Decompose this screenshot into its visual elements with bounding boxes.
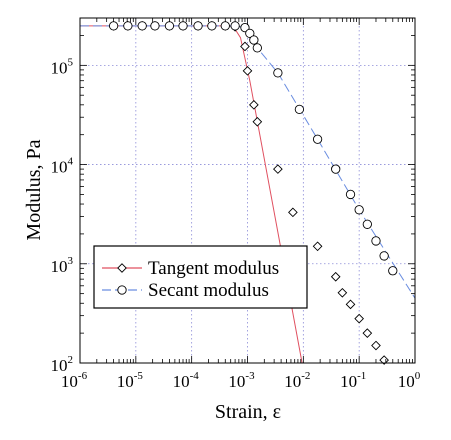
x-tick-label: 10-6 xyxy=(61,370,88,391)
x-tick-label: 10-4 xyxy=(173,370,200,391)
x-tick-label: 100 xyxy=(398,370,421,391)
x-tick-label: 10-3 xyxy=(228,370,255,391)
tangent-point xyxy=(242,66,253,76)
tangent-point xyxy=(288,207,298,218)
data-markers xyxy=(108,21,398,365)
tangent-point xyxy=(362,328,373,338)
secant-point xyxy=(207,21,217,31)
secant-point xyxy=(137,21,147,31)
tangent-point xyxy=(330,271,341,282)
x-tick-label: 10-5 xyxy=(117,370,144,391)
secant-point xyxy=(123,21,133,31)
legend-marker xyxy=(117,263,127,273)
legend-item: Secant modulus xyxy=(102,280,269,301)
tangent-point xyxy=(252,116,263,127)
legend-item: Tangent modulus xyxy=(102,258,279,279)
y-tick-label: 105 xyxy=(51,56,74,77)
secant-point xyxy=(273,68,283,78)
tangent-point xyxy=(273,164,283,174)
secant-point xyxy=(178,21,188,31)
legend-marker xyxy=(117,285,127,295)
secant-point xyxy=(164,21,175,31)
secant-point xyxy=(388,266,398,276)
y-axis-title: Modulus, Pa xyxy=(23,139,45,240)
tangent-point xyxy=(371,340,381,351)
secant-point xyxy=(252,43,262,53)
legend-box xyxy=(93,245,308,309)
secant-point xyxy=(108,21,119,31)
legend-label: Tangent modulus xyxy=(148,258,279,279)
y-tick-label: 102 xyxy=(51,354,74,375)
secant-point xyxy=(362,219,372,229)
secant-point xyxy=(150,21,160,31)
tangent-point xyxy=(354,313,365,324)
secant-point xyxy=(354,205,364,215)
secant-point xyxy=(312,134,323,144)
x-tick-label: 10-2 xyxy=(284,370,310,391)
y-tick-label: 104 xyxy=(51,156,74,177)
tangent-point xyxy=(337,287,348,298)
x-tick-labels: 10-6 10-5 10-4 10-3 10-2 10-1 100 xyxy=(61,370,421,391)
x-axis-title: Strain, ε xyxy=(215,401,281,423)
secant-point xyxy=(245,28,255,39)
tangent-point xyxy=(240,41,250,52)
secant-point xyxy=(193,21,203,31)
tangent-point xyxy=(312,241,323,252)
x-tick-label: 10-1 xyxy=(340,370,366,391)
y-tick-label: 103 xyxy=(51,255,74,276)
legend-label: Secant modulus xyxy=(148,280,269,301)
secant-point xyxy=(249,35,259,45)
secant-point xyxy=(294,104,305,115)
secant-point xyxy=(331,164,341,174)
tangent-point xyxy=(379,355,389,365)
secant-point xyxy=(371,236,381,246)
secant-point xyxy=(230,21,240,31)
y-tick-labels: 102 103 104 105 xyxy=(51,56,74,375)
secant-point xyxy=(345,189,356,200)
axis-ticks xyxy=(79,17,415,364)
tangent-point xyxy=(345,299,356,310)
secant-point xyxy=(220,21,230,31)
tangent-point xyxy=(249,99,259,110)
secant-point xyxy=(379,251,389,261)
